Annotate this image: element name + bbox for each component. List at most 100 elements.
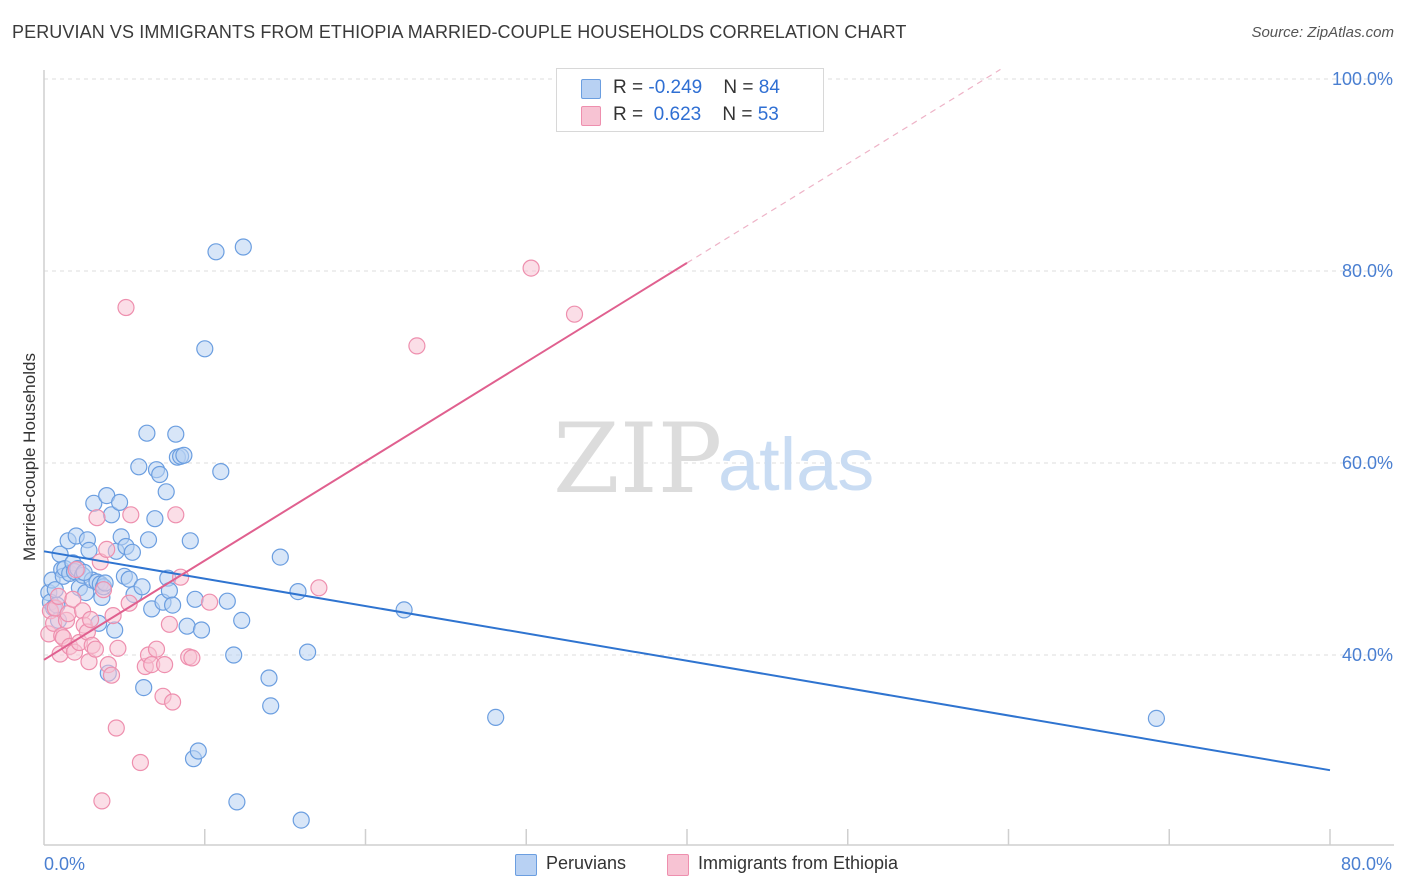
data-point [146,510,164,528]
watermark: ZIP atlas [553,403,874,515]
legend-r-value: 0.623 [648,104,702,125]
data-point [233,611,251,630]
data-point [299,643,317,661]
data-point [565,305,584,323]
series-layer [40,238,1166,829]
data-point [131,753,149,772]
data-point [181,532,199,550]
data-point [167,425,185,443]
data-point [234,238,252,256]
trend-line [43,550,1331,772]
data-point [64,590,82,608]
data-point [289,582,307,601]
data-point [120,570,138,588]
chart-source: Source: ZipAtlas.com [1251,24,1394,41]
legend-n-label: N = [723,77,759,98]
data-point [178,617,196,635]
correlation-legend: R = -0.249 N = 84 R = 0.623 N = 53 [556,68,824,132]
data-point [186,590,204,608]
data-point [110,493,129,511]
data-point [117,298,135,317]
legend-n-label: N = [722,104,758,125]
legend-n-value: 53 [757,104,779,125]
x-tick-label-min: 0.0% [44,854,85,874]
data-point [86,640,105,658]
series-peruvians [40,238,1166,829]
data-point [292,811,310,829]
trend-line [43,262,688,661]
data-point [164,596,182,614]
legend-r-label: R = [613,104,649,125]
data-point [160,615,178,633]
data-point [107,719,125,737]
data-point [175,446,193,464]
data-point [157,483,175,501]
data-point [147,640,166,658]
data-point [122,506,140,524]
data-point [310,579,328,597]
data-point [260,669,278,687]
data-point [192,621,211,639]
y-tick-label: 60.0% [1342,453,1393,473]
data-point [156,655,174,674]
data-point [408,337,426,355]
data-point [228,793,246,811]
data-point [196,340,214,358]
data-point [271,548,289,566]
data-point [138,424,156,442]
data-point [106,621,124,639]
gridlines [44,78,1394,656]
data-point [67,560,85,579]
data-point [189,742,207,760]
data-point [212,463,230,481]
data-point [49,587,68,606]
legend-r-value: -0.249 [648,77,703,98]
legend-swatch-blue [515,854,537,876]
data-point [109,639,127,657]
data-point [225,646,243,664]
y-tick-label: 80.0% [1342,261,1393,281]
data-point [59,605,77,623]
data-point [135,678,153,697]
data-point [201,593,219,611]
data-point [207,243,225,261]
data-point [123,543,141,561]
data-point [93,792,111,810]
data-point [183,649,201,667]
watermark-zip: ZIP [553,403,722,515]
data-point [522,259,540,277]
legend-swatch-pink [667,854,689,876]
data-point [487,708,505,727]
chart-title: PERUVIAN VS IMMIGRANTS FROM ETHIOPIA MAR… [12,22,907,42]
data-point [1147,709,1166,728]
x-ticks [204,829,1331,845]
legend-swatch-blue [581,79,601,99]
data-point [130,458,148,476]
y-axis-label: Married-couple Households [20,353,39,561]
data-point [151,465,169,484]
data-point [102,666,121,684]
data-point [133,578,151,596]
legend-r-label: R = [613,77,649,98]
data-point [164,693,182,711]
y-tick-labels: 40.0% 60.0% 80.0% 100.0% [1332,69,1393,665]
legend-n-value: 84 [758,77,780,98]
data-point [262,697,280,715]
y-tick-label: 100.0% [1332,69,1393,89]
data-point [395,601,413,619]
data-point [218,592,236,610]
legend-label: Immigrants from Ethiopia [698,853,899,873]
legend-swatch-pink [581,106,601,126]
y-tick-label: 40.0% [1342,645,1393,665]
data-point [94,581,113,599]
data-point [88,509,106,527]
series-legend: Peruvians Immigrants from Ethiopia [0,852,1406,878]
data-point [139,531,158,549]
trend-layer [43,68,1331,772]
data-point [81,610,100,629]
watermark-atlas: atlas [718,423,874,506]
data-point [98,540,116,559]
legend-label: Peruvians [546,853,627,873]
data-point [167,506,185,524]
